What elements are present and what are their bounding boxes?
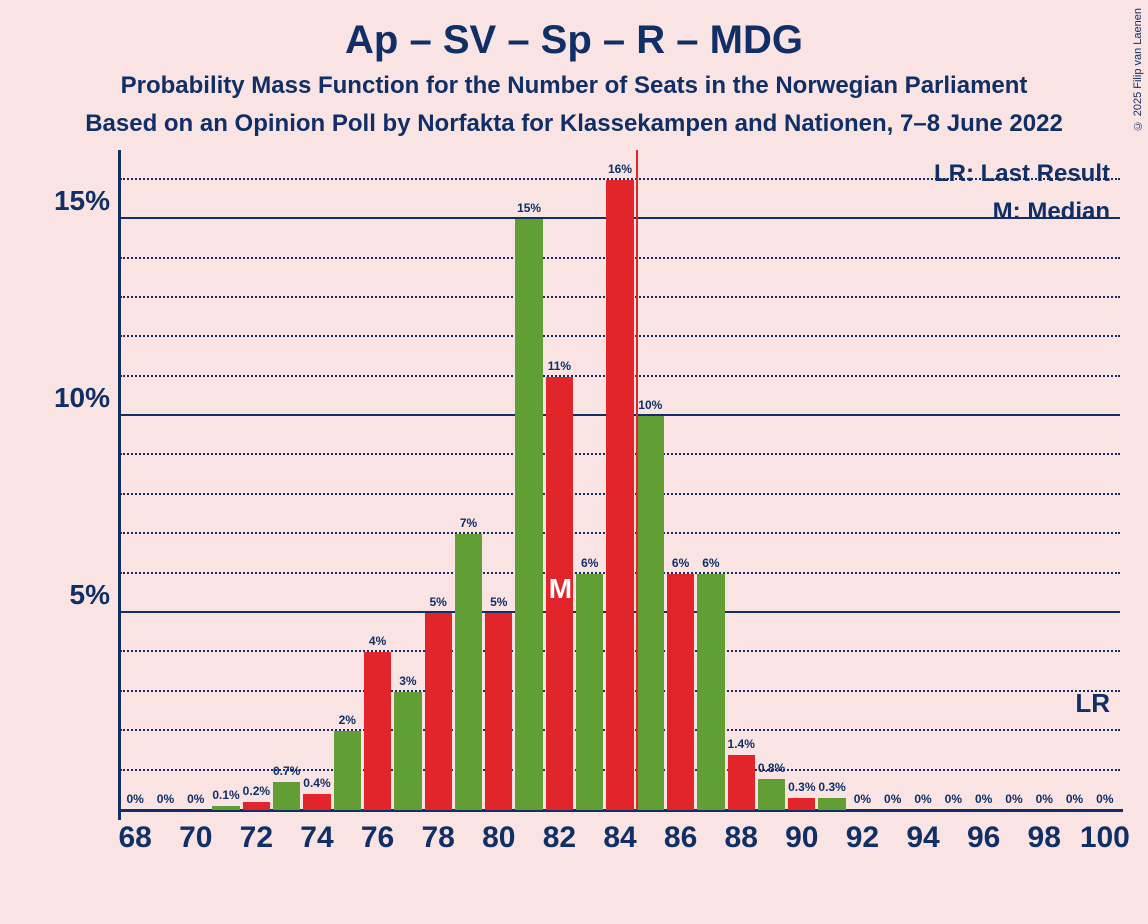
y-tick-label: 5% [30, 579, 110, 611]
y-tick-label: 10% [30, 382, 110, 414]
bar [394, 692, 421, 810]
median-marker: M [549, 573, 572, 605]
x-tick-label: 90 [785, 821, 818, 855]
bar [364, 652, 391, 810]
bar [697, 574, 724, 810]
bar [667, 574, 694, 810]
bar-value-label: 0% [884, 792, 901, 806]
x-tick-label: 78 [421, 821, 454, 855]
x-tick-label: 92 [846, 821, 879, 855]
last-result-label: LR [1075, 688, 1110, 719]
bar-value-label: 0.7% [273, 764, 300, 778]
bar-value-label: 10% [638, 398, 662, 412]
bar-value-label: 0.8% [758, 761, 785, 775]
bar [425, 613, 452, 810]
bar [485, 613, 512, 810]
x-tick-label: 96 [967, 821, 1000, 855]
bar-value-label: 0.3% [818, 780, 845, 794]
bar [637, 416, 664, 810]
x-tick-label: 94 [906, 821, 939, 855]
chart-title-main: Ap – SV – Sp – R – MDG [0, 18, 1148, 63]
bar-value-label: 0.3% [788, 780, 815, 794]
chart-subtitle-1: Probability Mass Function for the Number… [0, 72, 1148, 100]
x-tick-label: 70 [179, 821, 212, 855]
bar [243, 802, 270, 810]
bar-value-label: 0% [1005, 792, 1022, 806]
bar-value-label: 15% [517, 201, 541, 215]
bar-value-label: 0% [1066, 792, 1083, 806]
bar-value-label: 1.4% [728, 737, 755, 751]
bar [758, 779, 785, 811]
bar-value-label: 0% [157, 792, 174, 806]
bar-value-label: 4% [369, 634, 386, 648]
bar-value-label: 2% [339, 713, 356, 727]
x-tick-label: 80 [482, 821, 515, 855]
bar-value-label: 6% [702, 556, 719, 570]
bar-value-label: 6% [581, 556, 598, 570]
bar-value-label: 16% [608, 162, 632, 176]
bar-value-label: 0% [854, 792, 871, 806]
bar-value-label: 0% [126, 792, 143, 806]
x-tick-label: 88 [725, 821, 758, 855]
x-tick-label: 98 [1028, 821, 1061, 855]
x-tick-label: 86 [664, 821, 697, 855]
copyright-text: © 2025 Filip van Laenen [1132, 8, 1144, 131]
bar-value-label: 5% [430, 595, 447, 609]
bar-value-label: 0% [945, 792, 962, 806]
bar [273, 782, 300, 810]
bar-value-label: 0% [1036, 792, 1053, 806]
x-tick-label: 74 [300, 821, 333, 855]
bar-value-label: 0.1% [212, 788, 239, 802]
x-tick-label: 68 [118, 821, 151, 855]
bar [788, 798, 815, 810]
bar-value-label: 0% [1096, 792, 1113, 806]
bar-value-label: 0% [975, 792, 992, 806]
bar [576, 574, 603, 810]
chart-subtitle-2: Based on an Opinion Poll by Norfakta for… [0, 110, 1148, 138]
bar [212, 806, 239, 810]
x-tick-label: 82 [543, 821, 576, 855]
legend-last-result: LR: Last Result [934, 160, 1110, 188]
bar-value-label: 0.4% [303, 776, 330, 790]
x-tick-label: 84 [603, 821, 636, 855]
bar-value-label: 7% [460, 516, 477, 530]
bar-value-label: 6% [672, 556, 689, 570]
legend-median: M: Median [993, 198, 1110, 226]
plot-area: LR: Last Result M: Median 5% 10% 15% 0% 0% 0%… [120, 160, 1120, 810]
x-tick-label: 100 [1080, 821, 1130, 855]
bar-value-label: 5% [490, 595, 507, 609]
chart-container: Ap – SV – Sp – R – MDG Probability Mass … [0, 0, 1148, 924]
bar [334, 731, 361, 810]
bar-value-label: 11% [548, 359, 571, 373]
bar [606, 180, 633, 810]
last-result-line [636, 150, 638, 810]
bar [515, 219, 542, 810]
x-tick-label: 72 [240, 821, 273, 855]
bar [455, 534, 482, 810]
x-tick-label: 76 [361, 821, 394, 855]
bar-value-label: 0% [187, 792, 204, 806]
bar [728, 755, 755, 810]
bar-value-label: 0.2% [243, 784, 270, 798]
bar-value-label: 0% [914, 792, 931, 806]
y-axis-line [118, 150, 121, 820]
y-tick-label: 15% [30, 185, 110, 217]
bar-value-label: 3% [399, 674, 416, 688]
bar [303, 794, 330, 810]
bar [818, 798, 845, 810]
